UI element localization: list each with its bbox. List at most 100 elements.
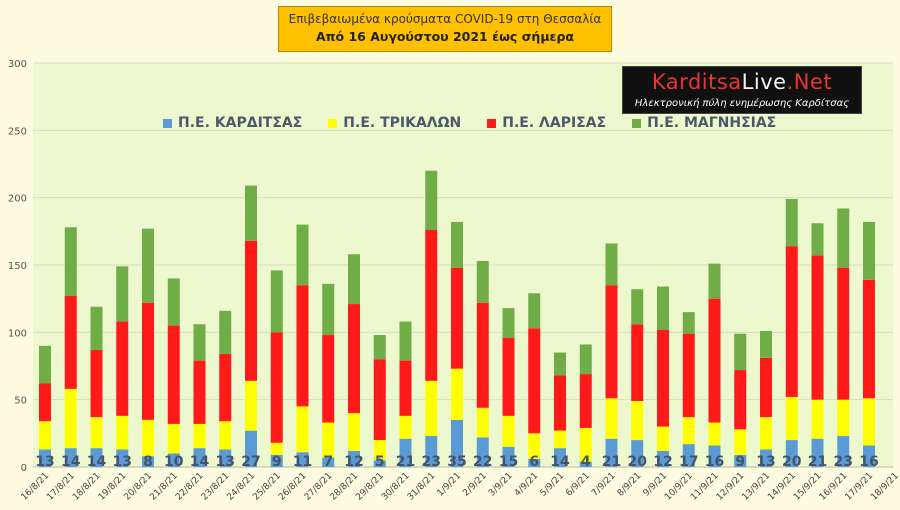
bar-segment [760, 449, 772, 467]
bar-segment [451, 419, 463, 467]
bar-segment [554, 352, 566, 376]
y-tick-label: 250 [8, 126, 27, 137]
y-tick-label: 50 [14, 396, 27, 407]
bar-segment [425, 436, 438, 467]
bar-segment [193, 423, 206, 449]
data-label: 22 [473, 454, 492, 470]
bar-segment [399, 415, 412, 439]
bar-segment [373, 440, 386, 461]
bar-segment [348, 450, 360, 467]
bar-segment [142, 419, 154, 457]
bar-segment [64, 227, 77, 296]
bar-segment [734, 333, 747, 371]
chart-title: Επιβεβαιωμένα κρούσματα COVID-19 στη Θεσ… [288, 12, 602, 26]
bar-segment [502, 337, 515, 416]
bar-segment [760, 417, 772, 450]
bar-segment [837, 267, 850, 400]
logo-brand-part1: Karditsa [651, 70, 742, 94]
bar-segment [863, 221, 875, 280]
bar-segment [631, 440, 644, 467]
bar-segment [245, 185, 257, 241]
bar-segment [605, 243, 618, 286]
bar-segment [863, 279, 875, 399]
bar-segment [708, 445, 721, 467]
bar-segment [322, 283, 335, 336]
bar-segment [373, 335, 386, 360]
bar-segment [682, 312, 695, 334]
bar-segment [39, 449, 51, 467]
bar-segment [39, 345, 51, 384]
data-label: 7 [323, 454, 333, 470]
bar-segment [554, 430, 566, 449]
bar-segment [631, 401, 644, 441]
bar-segment [322, 335, 335, 423]
data-label: 12 [653, 454, 672, 470]
bar-segment [631, 324, 644, 402]
bar-segment [785, 396, 798, 441]
data-label: 23 [834, 454, 853, 470]
bar-segment [64, 388, 77, 449]
chart-legend: Π.Ε. ΚΑΡΔΙΤΣΑΣ Π.Ε. ΤΡΙΚΑΛΩΝ Π.Ε. ΛΑΡΙΣΑ… [163, 113, 802, 133]
bar-segment [270, 270, 283, 333]
bar-segment [631, 289, 644, 325]
bar-segment [863, 445, 875, 467]
bar-segment [425, 380, 438, 437]
bar-segment [219, 449, 232, 467]
bar-segment [296, 224, 309, 286]
bar-segment [708, 298, 721, 423]
data-label: 5 [375, 454, 385, 470]
logo-brand-part2: Live [741, 70, 787, 94]
bar-segment [373, 359, 386, 441]
legend-label-trikala: Π.Ε. ΤΡΙΚΑΛΩΝ [343, 115, 462, 131]
bar-segment [554, 448, 566, 467]
bar-segment [785, 440, 798, 467]
bar-segment [760, 357, 772, 418]
bar-segment [399, 360, 412, 416]
bar-segment [734, 454, 747, 467]
data-label: 35 [447, 454, 466, 470]
bar-segment [193, 324, 206, 361]
legend-item-larisa: Π.Ε. ΛΑΡΙΣΑΣ [487, 115, 606, 131]
data-label: 4 [581, 454, 591, 470]
bar-segment [348, 304, 360, 414]
bar-segment [90, 349, 103, 418]
bar-segment [528, 433, 541, 459]
bar-segment [245, 240, 257, 381]
bar-segment [785, 199, 798, 247]
data-label: 9 [735, 454, 745, 470]
x-tick-label: 7/9/21 [590, 471, 618, 499]
bar-segment [116, 415, 129, 450]
bar-segment [476, 437, 489, 467]
legend-swatch-larisa [487, 118, 497, 128]
bar-segment [193, 448, 206, 467]
bar-segment [579, 344, 592, 375]
bar-segment [476, 407, 489, 438]
bar-segment [39, 383, 51, 422]
data-label: 16 [705, 454, 724, 470]
bar-segment [399, 321, 412, 361]
bar-segment [502, 415, 515, 447]
bar-segment [476, 260, 489, 303]
bar-segment [760, 330, 772, 358]
bar-segment [708, 422, 721, 446]
bar-segment [811, 399, 824, 439]
data-label: 13 [35, 454, 54, 470]
x-tick-label: 18/9/21 [869, 471, 900, 503]
bar-segment [657, 329, 669, 427]
bar-segment [682, 417, 695, 445]
bar-segment [502, 446, 515, 467]
bar-segment [193, 360, 206, 424]
bar-segment [270, 442, 283, 455]
data-label: 9 [272, 454, 282, 470]
data-label: 21 [396, 454, 415, 470]
y-tick-label: 100 [8, 328, 27, 339]
bar-segment [579, 427, 592, 462]
bar-segment [811, 223, 824, 256]
bar-segment [605, 398, 618, 439]
data-label: 14 [190, 454, 210, 470]
bar-segment [682, 333, 695, 418]
x-tick-label: 31/8/21 [406, 471, 438, 503]
bar-segment [605, 438, 618, 467]
chart-subtitle: Από 16 Αυγούστου 2021 έως σήμερα [315, 29, 575, 44]
